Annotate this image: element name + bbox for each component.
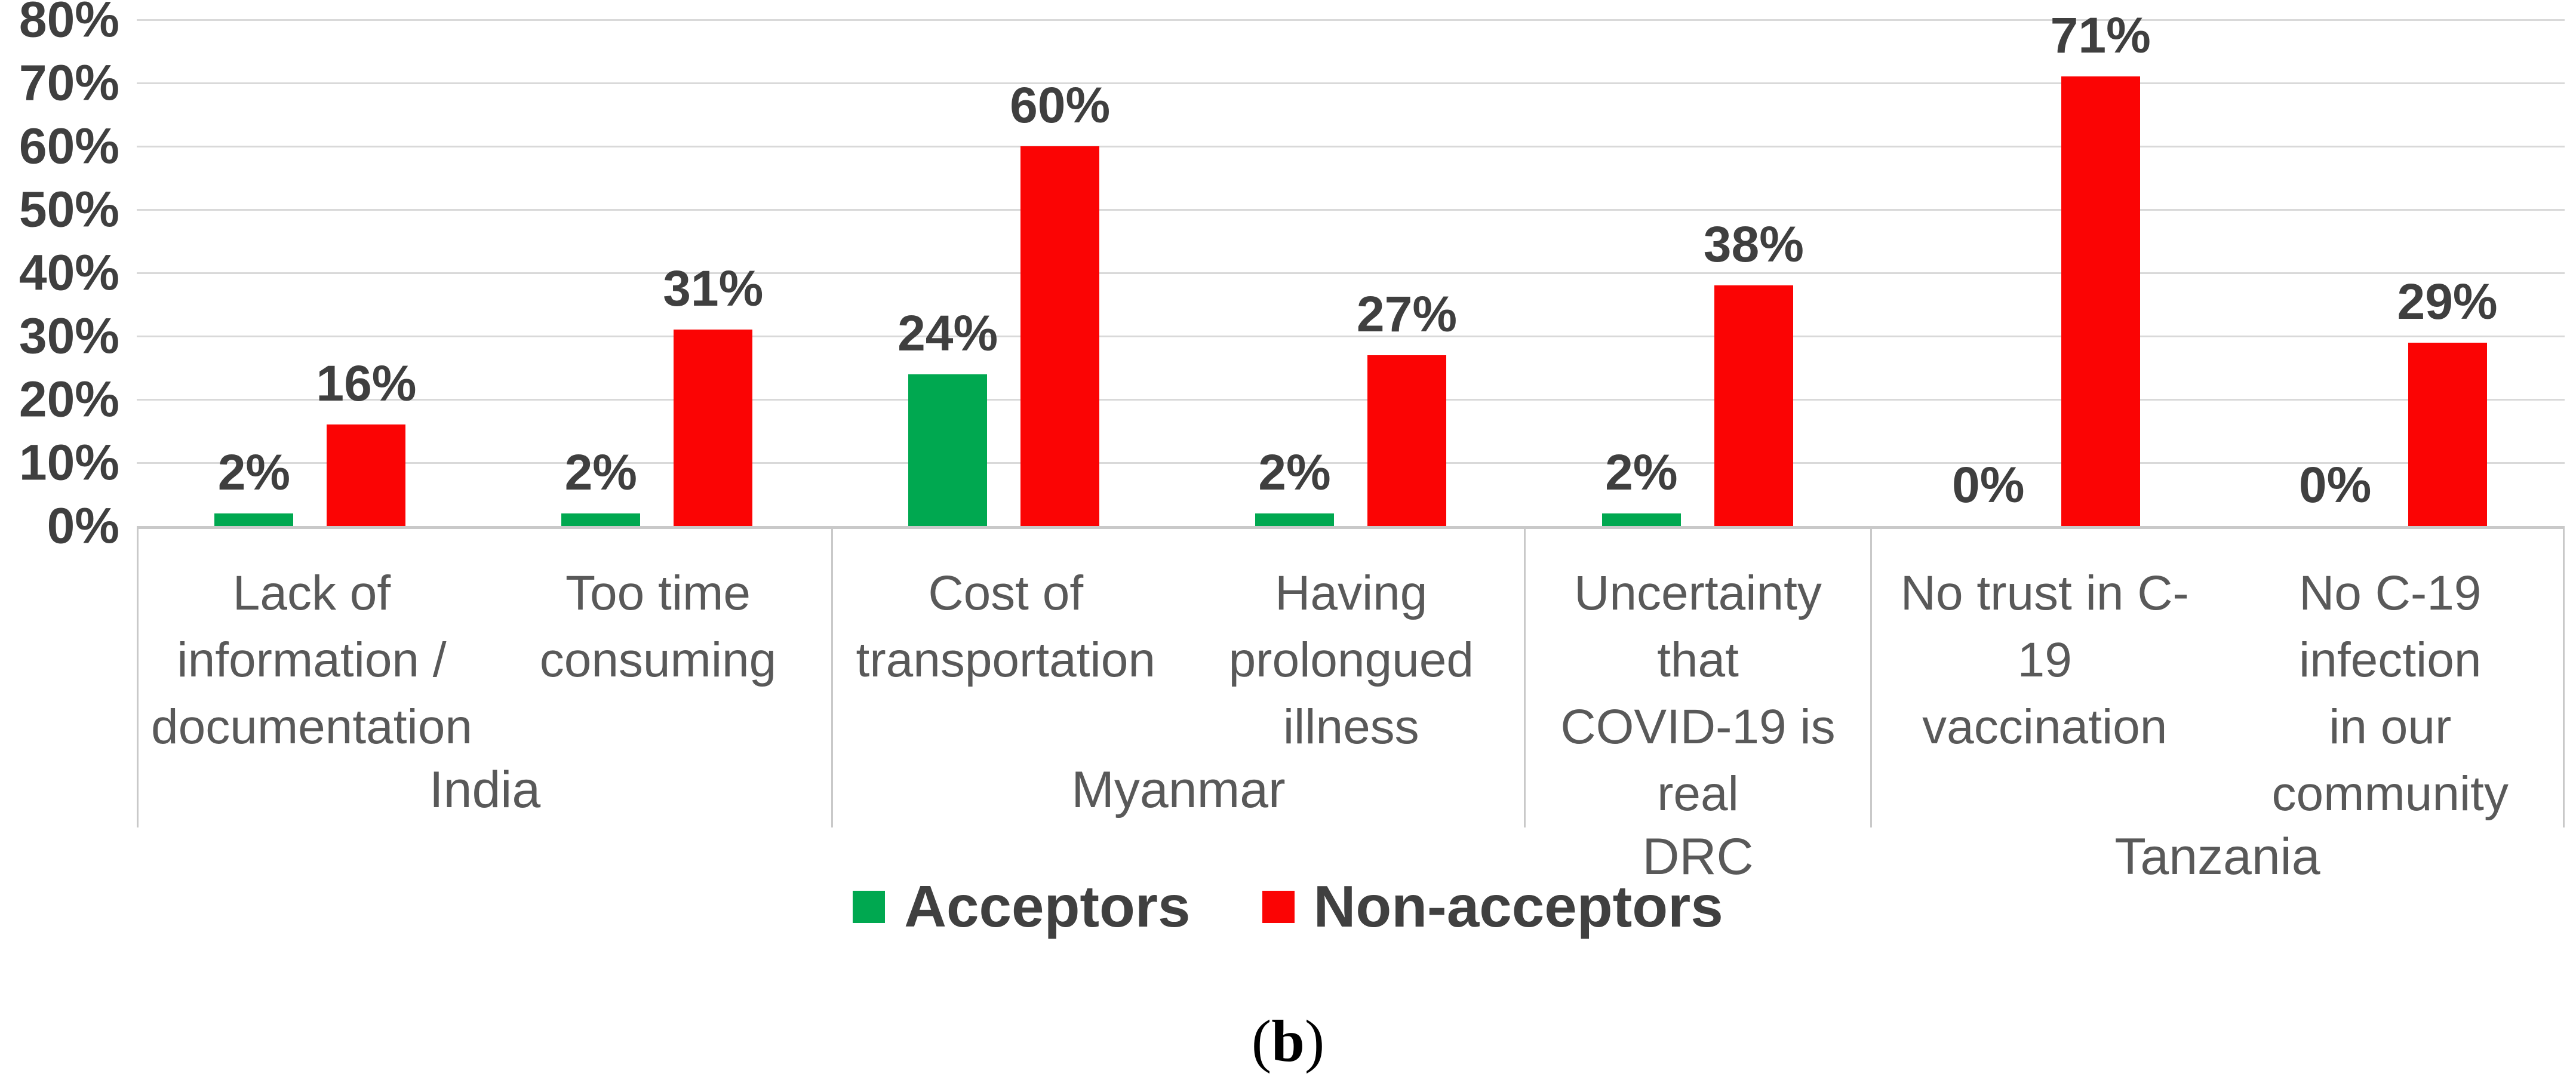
category-label: No C-19 infection in our community — [2218, 560, 2563, 827]
y-axis-tick-label: 50% — [19, 181, 119, 238]
bar-group: 0% 29% — [2218, 20, 2565, 526]
reason-labels-row: No trust in C-19 vaccination No C-19 infec… — [1872, 529, 2563, 827]
bar-group: 0% 71% — [1871, 7, 2218, 526]
category-label: Lack of information / documentation — [139, 560, 485, 761]
category-label-line: COVID-19 is real — [1560, 700, 1836, 821]
category-label-line: illness — [1283, 700, 1419, 754]
y-axis-tick-label: 70% — [19, 54, 119, 111]
gridline — [137, 146, 2565, 147]
category-label-line: Cost of — [928, 566, 1084, 620]
caption-open-paren: ( — [1251, 1008, 1272, 1074]
data-label-acceptors: 2% — [1605, 444, 1678, 500]
data-label-non_acceptors: 60% — [1010, 77, 1111, 133]
category-label: Too time consuming — [485, 560, 831, 761]
legend-label-non_acceptors: Non-acceptors — [1313, 873, 1723, 939]
country-label: DRC — [1642, 828, 1754, 885]
category-label: No trust in C-19 vaccination — [1872, 560, 2218, 827]
gridline — [137, 19, 2565, 21]
legend-item-acceptors: Acceptors — [853, 873, 1191, 940]
legend: Acceptors Non-acceptors — [0, 873, 2576, 940]
bar-non_acceptors: 29% — [2397, 273, 2498, 526]
gridline — [137, 82, 2565, 84]
y-axis-tick-label: 40% — [19, 244, 119, 301]
legend-swatch-non_acceptors — [1262, 890, 1295, 923]
bar-acceptors: 2% — [561, 444, 641, 526]
bar-non_acceptors: 16% — [316, 355, 416, 526]
category-label-line: documentation — [151, 700, 472, 754]
country-label: India — [429, 761, 541, 819]
category-label-line: transportation — [856, 633, 1155, 687]
bar-acceptors: 2% — [1255, 444, 1334, 526]
y-axis-tick-label: 60% — [19, 118, 119, 174]
bar-group: 2% 27% — [1178, 20, 1524, 526]
bar-group: 2% 38% — [1524, 20, 1871, 526]
data-label-acceptors: 0% — [1952, 457, 2025, 513]
category-label-line: Too time — [565, 566, 751, 620]
category-label: Uncertainty that COVID-19 is real — [1526, 560, 1870, 827]
data-label-acceptors: 2% — [564, 444, 637, 500]
category-label-line: information / — [177, 633, 447, 687]
data-label-non_acceptors: 27% — [1356, 286, 1458, 342]
category-label-line: Having — [1275, 566, 1428, 620]
data-label-acceptors: 24% — [897, 305, 998, 361]
reason-labels-row: Cost of transportation Having prolongued ill… — [833, 529, 1524, 761]
category-label-line: Lack of — [232, 566, 391, 620]
data-label-non_acceptors: 29% — [2397, 273, 2498, 330]
bar-non_acceptors: 38% — [1704, 216, 1804, 526]
category-label-line: No C-19 infection — [2299, 566, 2482, 687]
reason-labels-row: Lack of information / documentation Too tim… — [139, 529, 831, 761]
data-label-non_acceptors: 16% — [316, 355, 417, 411]
y-axis-tick-label: 20% — [19, 371, 119, 427]
category-label-line: prolongued — [1228, 633, 1474, 687]
category-axis: Lack of information / documentation Too tim… — [137, 526, 2565, 885]
bar-acceptors: 2% — [1601, 444, 1681, 526]
category-label-line: No trust in C-19 — [1900, 566, 2189, 687]
country-group: Cost of transportation Having prolongued ill… — [831, 529, 1524, 827]
country-group: Lack of information / documentation Too tim… — [139, 529, 831, 827]
bar-group: 2% 31% — [484, 20, 831, 526]
y-axis-tick-label: 30% — [19, 307, 119, 364]
reason-labels-row: Uncertainty that COVID-19 is real — [1526, 529, 1870, 827]
caption-close-paren: ) — [1304, 1008, 1325, 1074]
y-axis-tick-label: 80% — [19, 0, 119, 48]
country-group: Uncertainty that COVID-19 is real DRC — [1524, 529, 1870, 885]
legend-item-non_acceptors: Non-acceptors — [1262, 873, 1723, 940]
category-label-line: Uncertainty that — [1574, 566, 1822, 687]
caption-letter: b — [1271, 1008, 1305, 1074]
y-axis-tick-label: 0% — [47, 497, 119, 554]
category-label: Cost of transportation — [833, 560, 1179, 761]
country-label: Myanmar — [1071, 761, 1286, 819]
data-label-non_acceptors: 38% — [1703, 216, 1804, 272]
bar-non_acceptors: 27% — [1357, 286, 1457, 526]
bar-acceptors: 24% — [897, 305, 998, 526]
category-label: Having prolongued illness — [1179, 560, 1524, 761]
gridline — [137, 209, 2565, 211]
category-label-line: vaccination — [1922, 700, 2168, 754]
data-label-acceptors: 2% — [217, 444, 291, 500]
legend-swatch-acceptors — [853, 890, 886, 923]
plot-area: 2% 16% 2% 31% 24% 60% 2% 27% 2% 38% 0% 71% 0% 29% — [137, 7, 2565, 526]
category-label-line: consuming — [539, 633, 777, 687]
country-label: Tanzania — [2114, 828, 2320, 885]
data-label-non_acceptors: 71% — [2050, 7, 2151, 63]
bar-group: 24% 60% — [831, 20, 1178, 526]
gridline — [137, 399, 2565, 401]
bar-non_acceptors: 71% — [2051, 7, 2151, 526]
country-group: No trust in C-19 vaccination No C-19 infec… — [1870, 529, 2563, 885]
figure-caption: (b) — [0, 1007, 2576, 1075]
data-label-acceptors: 2% — [1258, 444, 1331, 500]
bar-acceptors: 2% — [214, 444, 294, 526]
gridline — [137, 336, 2565, 337]
gridline — [137, 272, 2565, 274]
y-axis-tick-label: 10% — [19, 434, 119, 491]
category-label-line: in our community — [2271, 700, 2509, 821]
bar-non_acceptors: 31% — [663, 260, 763, 526]
data-label-acceptors: 0% — [2298, 457, 2372, 513]
gridline — [137, 462, 2565, 464]
bar-group: 2% 16% — [137, 20, 484, 526]
data-label-non_acceptors: 31% — [663, 260, 764, 316]
bar-non_acceptors: 60% — [1010, 77, 1110, 526]
legend-label-acceptors: Acceptors — [904, 873, 1191, 939]
